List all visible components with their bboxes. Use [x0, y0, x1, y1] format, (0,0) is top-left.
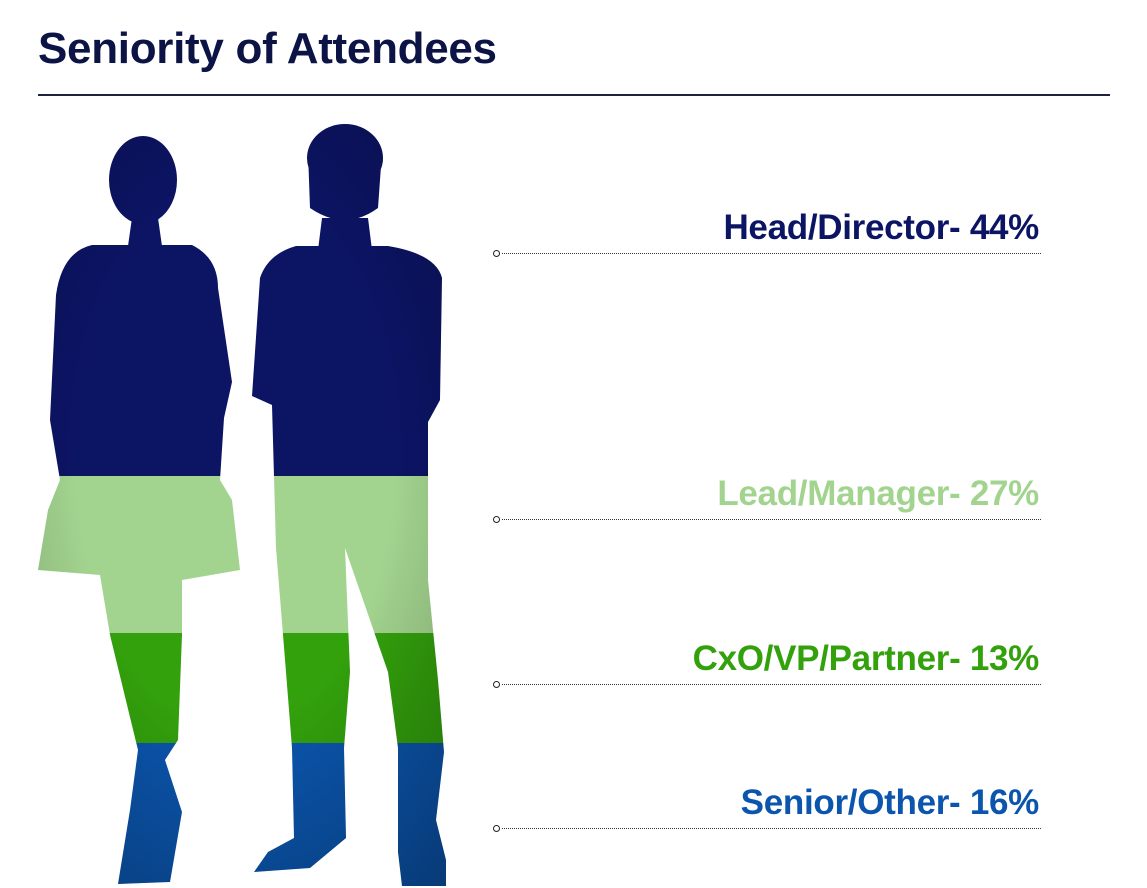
leader-dotted-line: [502, 519, 1041, 520]
attendee-silhouettes: [38, 124, 446, 886]
label-head-director: Head/Director- 44%: [723, 208, 1039, 247]
chart-title: Seniority of Attendees: [38, 24, 497, 73]
leader-dotted-line: [502, 684, 1041, 685]
leader-dotted-line: [502, 828, 1041, 829]
leader-dot: [493, 516, 500, 523]
leader-dotted-line: [502, 253, 1041, 254]
label-cxo-vp-partner: CxO/VP/Partner- 13%: [692, 639, 1040, 678]
leader-dot: [493, 681, 500, 688]
title-divider: [38, 94, 1110, 96]
leader-line-cxo-vp-partner: [493, 681, 1041, 689]
leader-line-lead-manager: [493, 516, 1041, 524]
label-senior-other: Senior/Other- 16%: [740, 783, 1040, 822]
leader-dot: [493, 825, 500, 832]
label-lead-manager: Lead/Manager- 27%: [717, 474, 1039, 513]
leader-dot: [493, 250, 500, 257]
leader-line-head-director: [493, 250, 1041, 258]
leader-line-senior-other: [493, 825, 1041, 833]
